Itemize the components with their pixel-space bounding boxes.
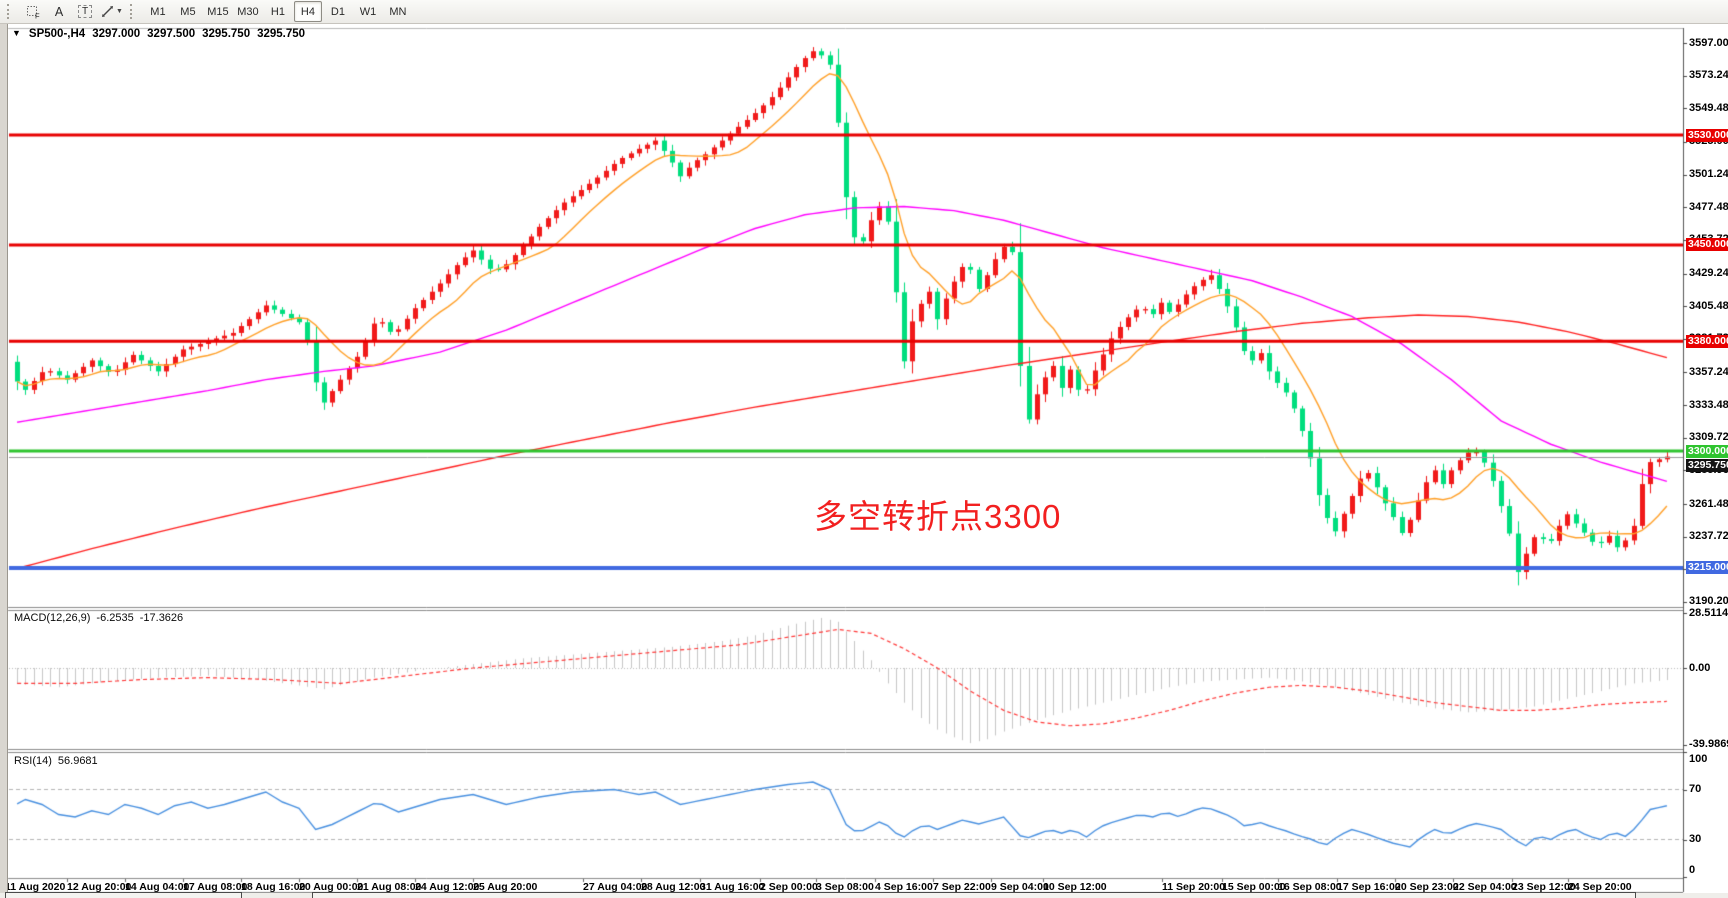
dropdown-caret-icon[interactable]: ▼ <box>116 8 123 15</box>
timeframe-button-m30[interactable]: M30 <box>237 5 259 18</box>
text-box-icon-glyph: T <box>77 5 93 18</box>
macd-main-value: -6.2535 <box>96 612 134 624</box>
toolbar-grip[interactable] <box>7 4 15 19</box>
collapse-quote-icon[interactable]: ▼ <box>12 28 21 38</box>
macd-signal-value: -17.3626 <box>139 612 184 624</box>
text-box-icon[interactable]: T <box>73 1 97 22</box>
timeframe-button-m5[interactable]: M5 <box>180 5 196 18</box>
timeframe-button-m15[interactable]: M15 <box>207 5 229 18</box>
quote-open: 3297.000 <box>92 28 141 40</box>
cursor-arrows-icon-svg <box>102 6 113 17</box>
chart-window-left-frame <box>0 24 8 898</box>
rsi-value: 56.9681 <box>57 755 98 767</box>
timeframe-button-h1[interactable]: H1 <box>270 5 285 18</box>
timeframe-button-d1[interactable]: D1 <box>330 5 345 18</box>
bottom-window-edge-1 <box>5 892 242 898</box>
grid-f-icon[interactable]: F <box>21 1 45 22</box>
rsi-name: RSI(14) <box>14 755 52 767</box>
symbol-period-label: SP500-,H4 <box>28 28 86 40</box>
timeframe-button-mn[interactable]: MN <box>389 5 407 18</box>
macd-name: MACD(12,26,9) <box>14 612 91 624</box>
rsi-indicator-label: RSI(14) 56.9681 <box>14 755 98 767</box>
text-a-icon[interactable]: A <box>54 4 64 19</box>
timeframe-button-w1[interactable]: W1 <box>359 5 377 18</box>
timeframe-button-h4[interactable]: H4 <box>293 1 322 22</box>
grid-f-icon-svg: F <box>27 5 40 20</box>
chart-text-annotation: 多空转折点3300 <box>814 498 1062 535</box>
quote-high: 3297.500 <box>147 28 196 40</box>
cursor-arrows-icon[interactable]: ▼ <box>99 1 124 22</box>
bottom-window-edge-2 <box>312 892 1636 898</box>
svg-text:F: F <box>35 11 40 20</box>
symbol-quote-header: ▼ SP500-,H4 3297.000 3297.500 3295.750 3… <box>12 28 305 40</box>
timeframe-button-group: M1 M5 M15 M30 H1 H4 D1 W1 MN <box>143 1 413 22</box>
quote-close: 3295.750 <box>257 28 306 40</box>
toolbar-grip-2[interactable] <box>129 4 138 19</box>
quote-low: 3295.750 <box>202 28 251 40</box>
top-toolbar: F A T ▼ M1 M5 M15 M30 H1 H4 D1 W1 MN <box>0 0 1728 24</box>
timeframe-button-m1[interactable]: M1 <box>150 5 166 18</box>
macd-indicator-label: MACD(12,26,9) -6.2535 -17.3626 <box>14 612 183 624</box>
